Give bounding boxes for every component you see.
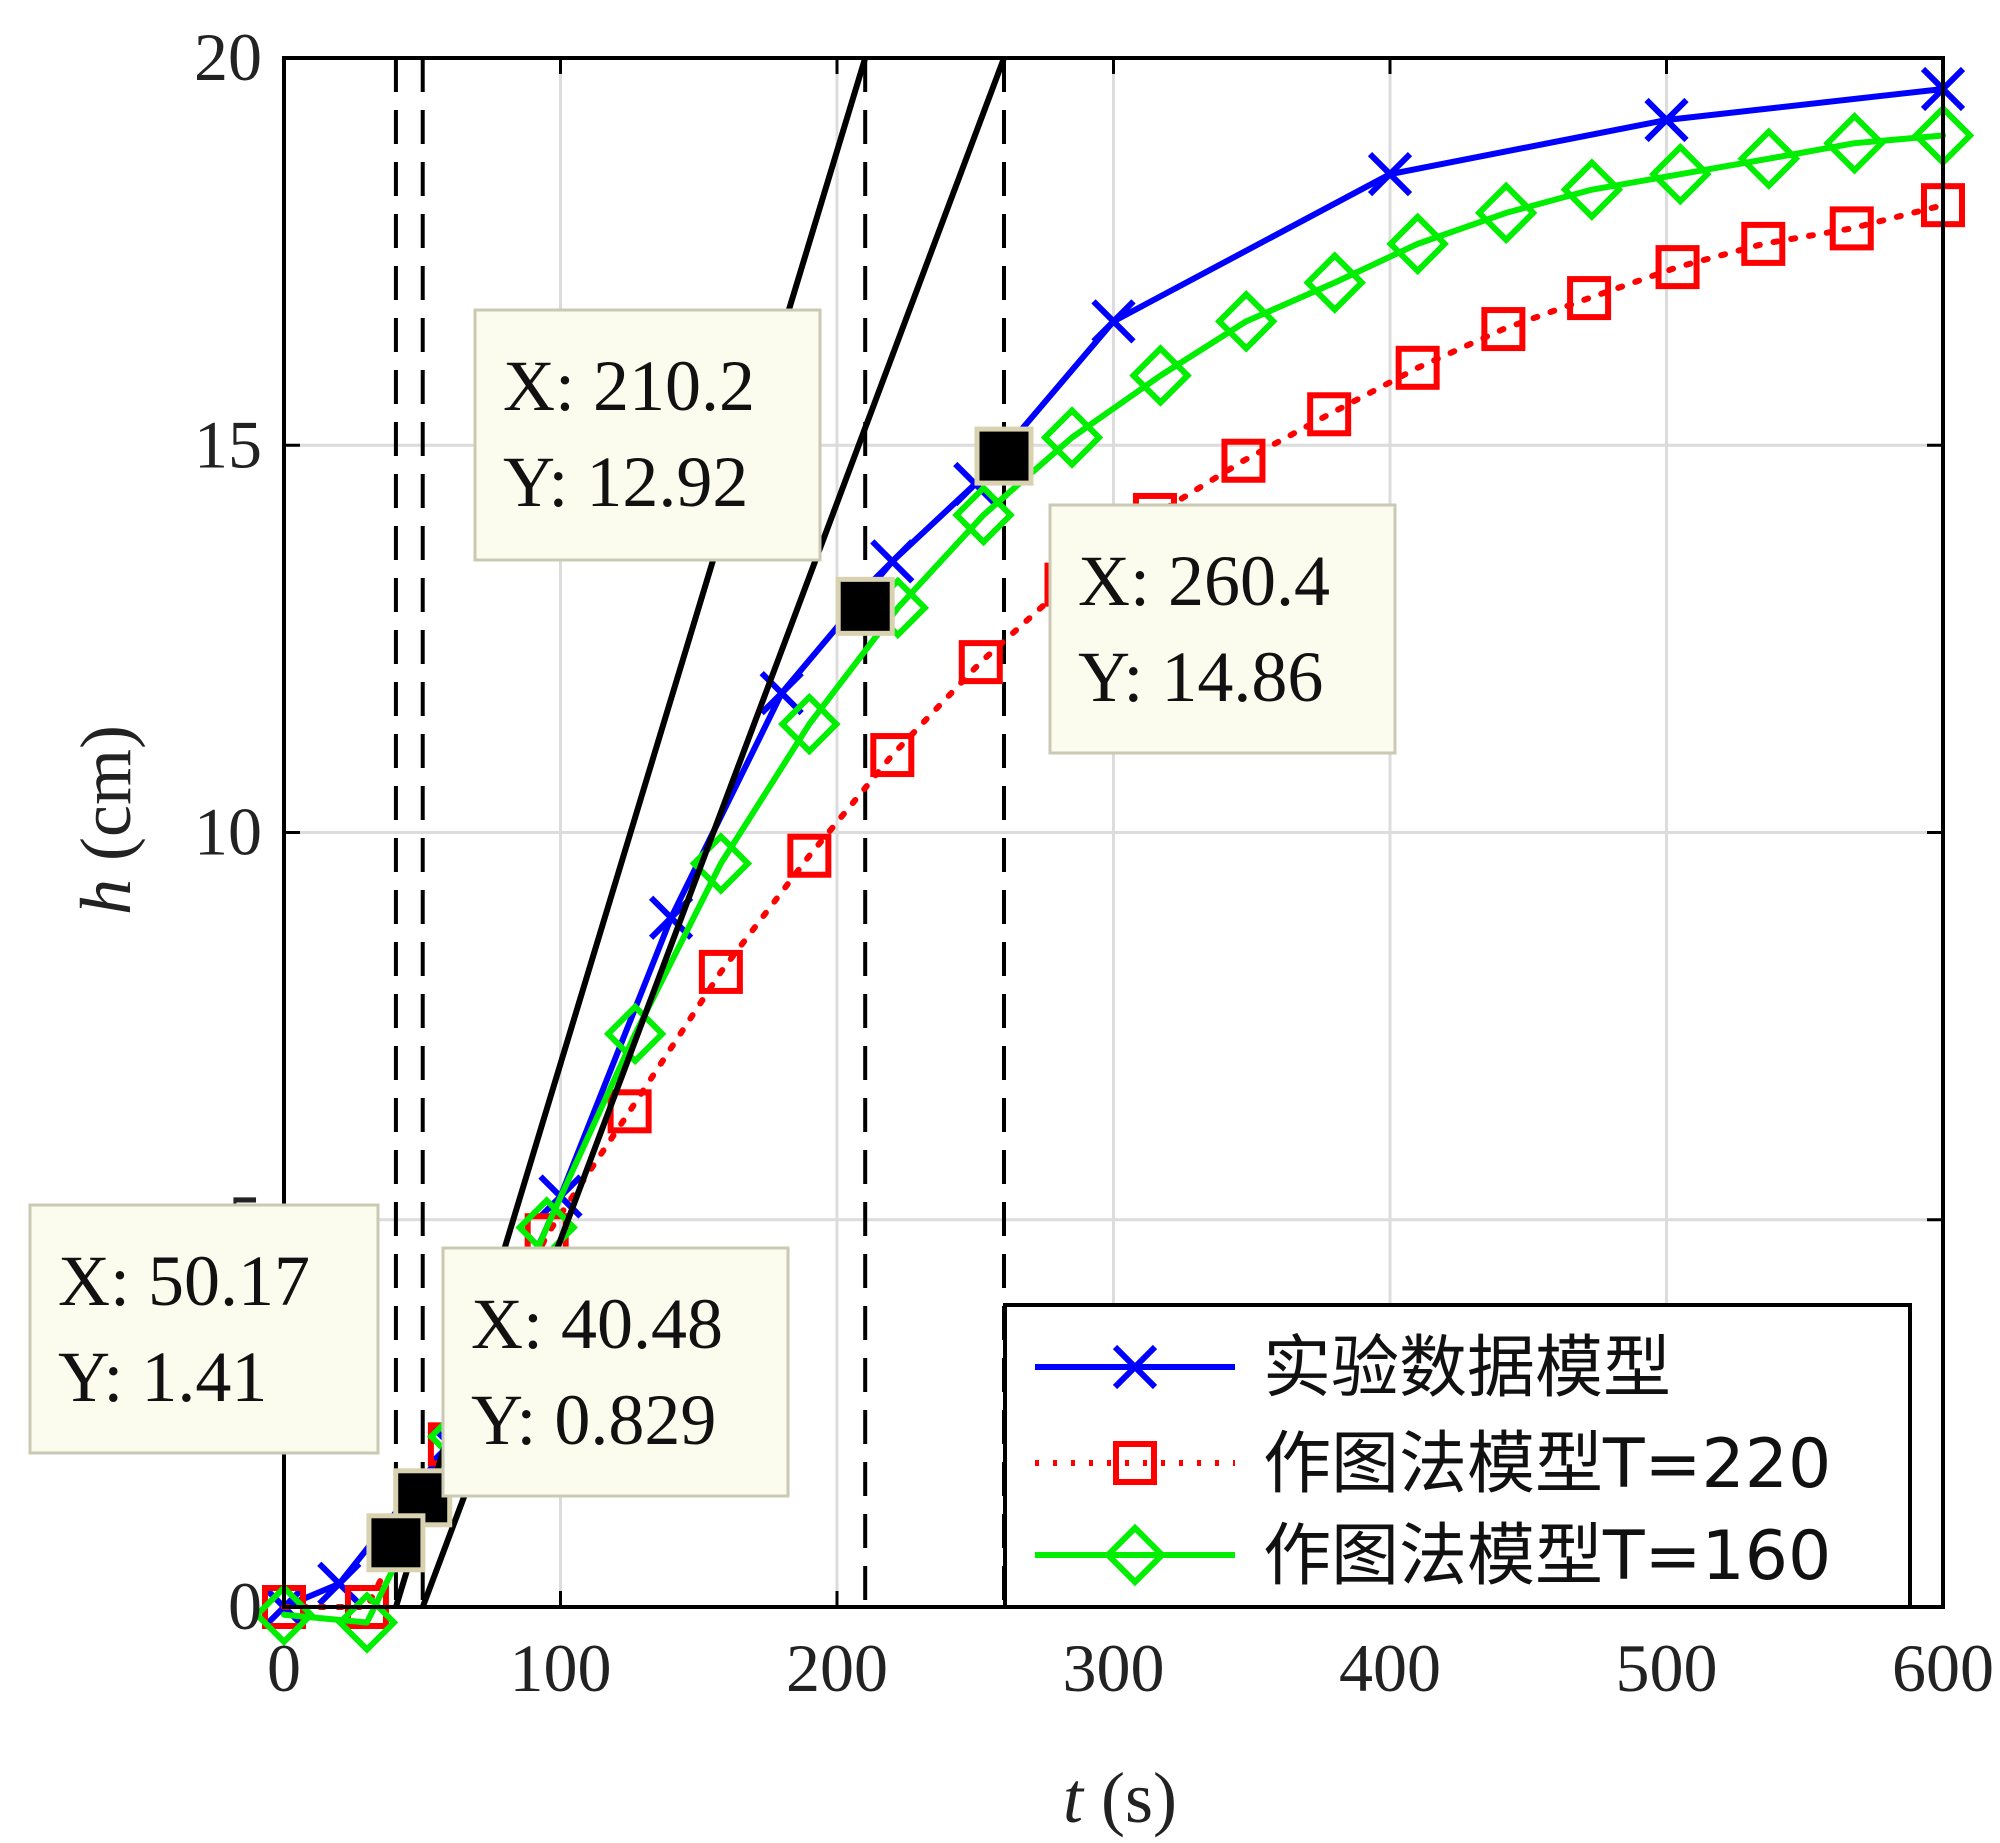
- x-tick-label: 600: [1892, 1630, 1994, 1706]
- y-tick-label: 10: [194, 794, 262, 870]
- data-point: [1481, 307, 1526, 352]
- legend-entry-3: 作图法模型T=160: [1035, 1517, 1831, 1596]
- x-tick-label: 100: [510, 1630, 612, 1706]
- data-point: [1649, 142, 1712, 206]
- data-point: [1386, 212, 1449, 276]
- legend-label: 实验数据模型: [1263, 1329, 1671, 1408]
- y-tick-label: 0: [228, 1568, 262, 1644]
- datatip-x-value: X: 260.4: [1078, 541, 1330, 621]
- data-point: [1303, 251, 1366, 314]
- data-point: [1214, 290, 1278, 353]
- data-point: [1091, 299, 1136, 344]
- y-tick-label: 15: [194, 406, 262, 482]
- x-tick-label: 300: [1063, 1630, 1165, 1706]
- datatip: X: 260.4 Y: 14.86: [974, 426, 1397, 755]
- data-point: [1474, 181, 1538, 245]
- data-point: [1113, 1441, 1157, 1485]
- data-point: [698, 949, 743, 994]
- data-point: [1221, 438, 1266, 483]
- x-tick-label: 0: [267, 1630, 301, 1706]
- tick-labels: 010020030040050060005101520: [194, 19, 1994, 1706]
- legend-entry-2: 作图法模型T=220: [1035, 1425, 1831, 1504]
- data-point: [1567, 276, 1612, 321]
- x-marker-stroke: [317, 1561, 362, 1606]
- data-point: [317, 1561, 362, 1606]
- datatip-box: [441, 1246, 790, 1498]
- data-point: [1103, 1523, 1167, 1587]
- datatip: X: 40.48 Y: 0.829: [366, 1246, 790, 1573]
- datatip-y-value: Y: 1.41: [58, 1337, 267, 1417]
- data-point: [1644, 97, 1689, 143]
- x-tick-label: 400: [1339, 1630, 1441, 1706]
- datatip-box: [28, 1203, 380, 1455]
- data-point: [952, 483, 1015, 547]
- legend-label: 作图法模型T=220: [1263, 1425, 1831, 1504]
- x-marker-stroke: [870, 539, 915, 584]
- data-point: [1823, 111, 1886, 175]
- datatip: X: 210.2 Y: 12.92: [473, 308, 895, 636]
- y-tick-label: 20: [194, 19, 262, 95]
- data-point: [1655, 245, 1700, 290]
- legend-entry-1: 实验数据模型: [1035, 1329, 1671, 1408]
- datatip-marker: [366, 1513, 426, 1573]
- data-point: [1741, 221, 1786, 266]
- datatip-y-value: Y: 12.92: [503, 442, 748, 522]
- legend-label: 作图法模型T=160: [1263, 1517, 1831, 1596]
- datatip-x-value: X: 40.48: [471, 1284, 723, 1364]
- x-marker-stroke: [1091, 299, 1136, 344]
- data-point: [1737, 127, 1801, 190]
- datatip-y-value: Y: 0.829: [471, 1380, 716, 1460]
- data-point: [603, 1002, 667, 1066]
- data-point: [1040, 406, 1104, 469]
- datatip-x-value: X: 50.17: [58, 1241, 310, 1321]
- datatip-x-value: X: 210.2: [503, 346, 755, 426]
- data-point: [1129, 344, 1192, 407]
- x-tick-label: 200: [786, 1630, 888, 1706]
- datatip: X: 50.17 Y: 1.41: [28, 1203, 453, 1528]
- series-3: [252, 104, 1975, 1654]
- data-point: [1395, 345, 1440, 390]
- datatip-marker: [974, 426, 1034, 486]
- data-point: [787, 833, 832, 878]
- x-marker-stroke: [1367, 152, 1413, 197]
- datatips: X: 210.2 Y: 12.92 X: 260.4 Y: 14.86 X: 50.17…: [28, 308, 1397, 1573]
- x-marker-stroke: [1112, 1344, 1158, 1390]
- datatip-box: [1048, 503, 1397, 755]
- x-tick-label: 500: [1616, 1630, 1718, 1706]
- data-point: [870, 733, 915, 778]
- data-point: [1367, 152, 1413, 197]
- data-point: [1307, 392, 1352, 437]
- datatip-y-value: Y: 14.86: [1078, 637, 1323, 717]
- data-point: [1560, 158, 1624, 221]
- y-axis-label: h (cm): [66, 725, 146, 915]
- data-point: [778, 692, 841, 756]
- data-point: [1112, 1344, 1158, 1390]
- x-marker-stroke: [1644, 97, 1689, 143]
- series-line: [281, 132, 1946, 1626]
- data-point: [870, 539, 915, 584]
- data-point: [958, 640, 1003, 685]
- data-point: [1829, 206, 1874, 251]
- datatip-marker: [835, 576, 895, 636]
- x-axis-label: t (s): [1063, 1758, 1177, 1838]
- datatip-box: [473, 308, 822, 562]
- x-marker-stroke: [759, 670, 804, 716]
- data-point: [335, 1591, 399, 1654]
